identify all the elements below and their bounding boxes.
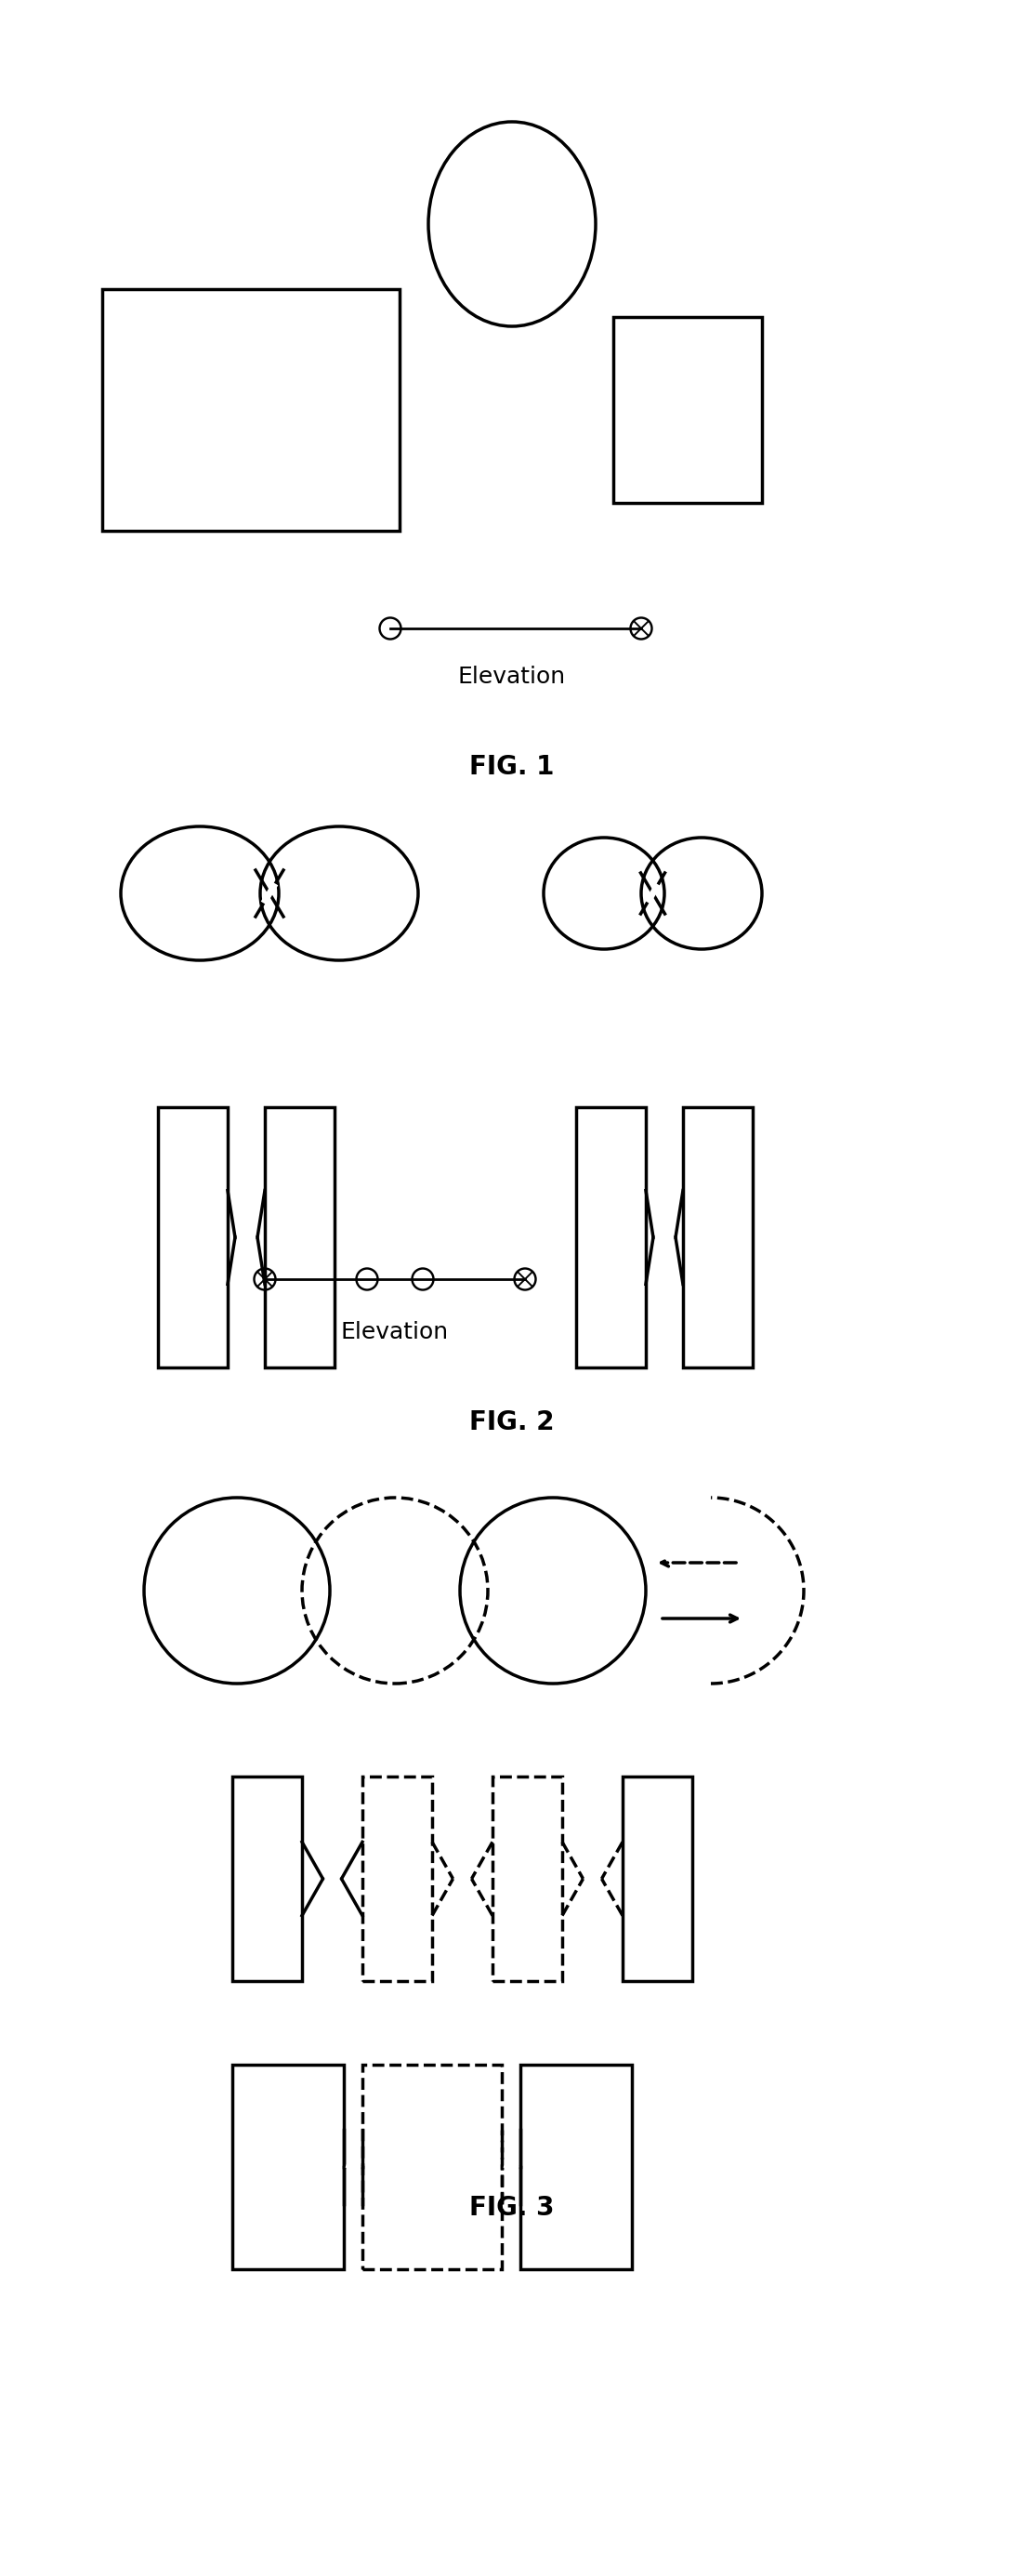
Text: Elevation: Elevation bbox=[458, 665, 566, 688]
Text: FIG. 3: FIG. 3 bbox=[469, 2195, 555, 2221]
Text: FIG. 2: FIG. 2 bbox=[469, 1409, 555, 1435]
Text: Elevation: Elevation bbox=[341, 1321, 449, 1342]
Text: FIG. 1: FIG. 1 bbox=[470, 755, 554, 781]
